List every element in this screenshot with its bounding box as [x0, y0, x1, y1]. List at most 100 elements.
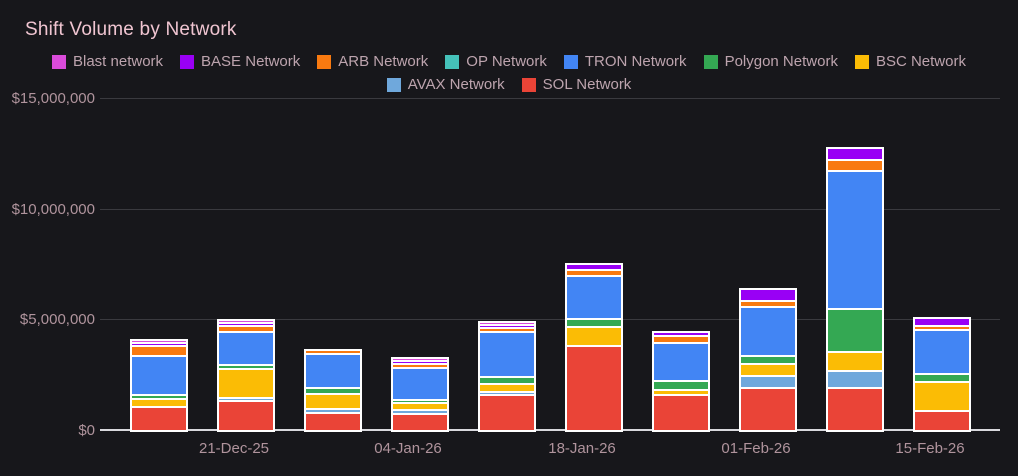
bar-segment-sol-network[interactable]: [132, 406, 186, 430]
stacked-bar[interactable]: [913, 317, 971, 432]
bar-segment-arb-network[interactable]: [219, 325, 273, 331]
bar-segment-arb-network[interactable]: [741, 300, 795, 306]
bar-segment-bsc-network[interactable]: [219, 368, 273, 397]
bar-segment-arb-network[interactable]: [132, 345, 186, 355]
bar-segment-blast-network[interactable]: [132, 341, 186, 342]
bar-segment-bsc-network[interactable]: [915, 381, 969, 410]
bar-segment-bsc-network[interactable]: [567, 326, 621, 345]
stacked-bar[interactable]: [304, 349, 362, 432]
bar-segment-polygon-network[interactable]: [393, 399, 447, 402]
bar-segment-bsc-network[interactable]: [741, 363, 795, 375]
bar-segment-tron-network[interactable]: [741, 306, 795, 355]
bar-segment-sol-network[interactable]: [219, 400, 273, 430]
stacked-bar[interactable]: [826, 147, 884, 432]
bar-segment-arb-network[interactable]: [567, 269, 621, 275]
legend-item-arb-network[interactable]: ARB Network: [317, 53, 428, 70]
bar-segment-tron-network[interactable]: [915, 329, 969, 373]
bar-segment-arb-network[interactable]: [393, 363, 447, 367]
bar-segment-tron-network[interactable]: [306, 353, 360, 387]
bar-segment-avax-network[interactable]: [393, 409, 447, 413]
bar-segment-arb-network[interactable]: [480, 327, 534, 331]
bar-segment-base-network[interactable]: [915, 319, 969, 325]
gridline: [100, 98, 1000, 99]
bar-segment-avax-network[interactable]: [741, 375, 795, 387]
chart-title: Shift Volume by Network: [25, 19, 237, 40]
legend-label: BSC Network: [875, 53, 966, 70]
bar-segment-polygon-network[interactable]: [306, 387, 360, 393]
bar-segment-bsc-network[interactable]: [828, 351, 882, 370]
bar-segment-sol-network[interactable]: [567, 345, 621, 430]
stacked-bar[interactable]: [652, 331, 710, 432]
bar-segment-tron-network[interactable]: [480, 331, 534, 376]
bar-segment-bsc-network[interactable]: [132, 398, 186, 406]
bar-segment-blast-network[interactable]: [480, 323, 534, 324]
bar-segment-avax-network[interactable]: [306, 408, 360, 412]
bar-segment-sol-network[interactable]: [915, 410, 969, 430]
bar-segment-sol-network[interactable]: [306, 412, 360, 430]
bar-segment-bsc-network[interactable]: [306, 393, 360, 408]
legend-item-bsc-network[interactable]: BSC Network: [854, 53, 966, 70]
bar-segment-bsc-network[interactable]: [654, 389, 708, 394]
bar-segment-polygon-network[interactable]: [219, 364, 273, 368]
bar-segment-tron-network[interactable]: [654, 342, 708, 380]
bar-segment-base-network[interactable]: [567, 265, 621, 269]
bar-segment-sol-network[interactable]: [480, 394, 534, 430]
legend-swatch-icon: [703, 54, 718, 69]
bar-segment-polygon-network[interactable]: [480, 376, 534, 383]
bar-segment-arb-network[interactable]: [306, 351, 360, 353]
bar-segment-base-network[interactable]: [741, 290, 795, 300]
bar-segment-base-network[interactable]: [219, 322, 273, 325]
legend-item-base-network[interactable]: BASE Network: [180, 53, 300, 70]
bar-segment-base-network[interactable]: [654, 333, 708, 335]
bar-segment-tron-network[interactable]: [828, 170, 882, 308]
bar-segment-avax-network[interactable]: [828, 370, 882, 387]
bar-segment-polygon-network[interactable]: [741, 355, 795, 363]
bar-segment-base-network[interactable]: [480, 324, 534, 327]
bar-segment-tron-network[interactable]: [567, 275, 621, 318]
bar-segment-avax-network[interactable]: [480, 391, 534, 394]
bar-segment-arb-network[interactable]: [828, 159, 882, 170]
legend-item-polygon-network[interactable]: Polygon Network: [703, 53, 838, 70]
bar-segment-polygon-network[interactable]: [828, 308, 882, 351]
bar-segment-blast-network[interactable]: [219, 321, 273, 322]
chart-legend: Blast network BASE Network ARB Network OP N…: [29, 53, 989, 93]
gridline: [100, 208, 1000, 210]
legend-item-op-network[interactable]: OP Network: [445, 53, 547, 70]
bar-segment-avax-network[interactable]: [219, 397, 273, 400]
bar-segment-arb-network[interactable]: [915, 325, 969, 329]
bar-segment-base-network[interactable]: [393, 360, 447, 363]
bar-segment-sol-network[interactable]: [654, 394, 708, 430]
bar-segment-base-network[interactable]: [828, 149, 882, 159]
stacked-bar[interactable]: [739, 288, 797, 432]
x-axis-tick-label: 21-Dec-25: [198, 440, 270, 457]
y-axis-tick-label: $5,000,000: [19, 311, 95, 328]
legend-item-sol-network[interactable]: SOL Network: [521, 76, 631, 93]
bar-segment-sol-network[interactable]: [741, 387, 795, 430]
bar-segment-base-network[interactable]: [132, 342, 186, 345]
legend-swatch-icon: [563, 54, 578, 69]
bar-segment-polygon-network[interactable]: [654, 380, 708, 389]
bar-segment-sol-network[interactable]: [393, 413, 447, 430]
bar-segment-sol-network[interactable]: [828, 387, 882, 430]
bar-segment-tron-network[interactable]: [219, 331, 273, 364]
bar-segment-tron-network[interactable]: [393, 367, 447, 399]
stacked-bar[interactable]: [478, 321, 536, 432]
stacked-bar[interactable]: [565, 263, 623, 432]
bar-segment-bsc-network[interactable]: [480, 383, 534, 391]
legend-item-blast-network[interactable]: Blast network: [52, 53, 163, 70]
bar-segment-polygon-network[interactable]: [567, 318, 621, 326]
legend-item-avax-network[interactable]: AVAX Network: [386, 76, 505, 93]
y-axis-tick-label: $10,000,000: [11, 200, 95, 218]
bar-segment-polygon-network[interactable]: [915, 373, 969, 381]
stacked-bar[interactable]: [391, 357, 449, 432]
bar-segment-tron-network[interactable]: [132, 355, 186, 394]
bar-segment-polygon-network[interactable]: [132, 394, 186, 398]
x-axis-tick-label: 01-Feb-26: [721, 440, 791, 457]
stacked-bar[interactable]: [217, 319, 275, 432]
stacked-bar[interactable]: [130, 339, 188, 432]
bar-segment-arb-network[interactable]: [654, 335, 708, 342]
bar-segment-blast-network[interactable]: [393, 359, 447, 360]
legend-swatch-icon: [317, 54, 332, 69]
legend-item-tron-network[interactable]: TRON Network: [563, 53, 687, 70]
bar-segment-bsc-network[interactable]: [393, 402, 447, 409]
